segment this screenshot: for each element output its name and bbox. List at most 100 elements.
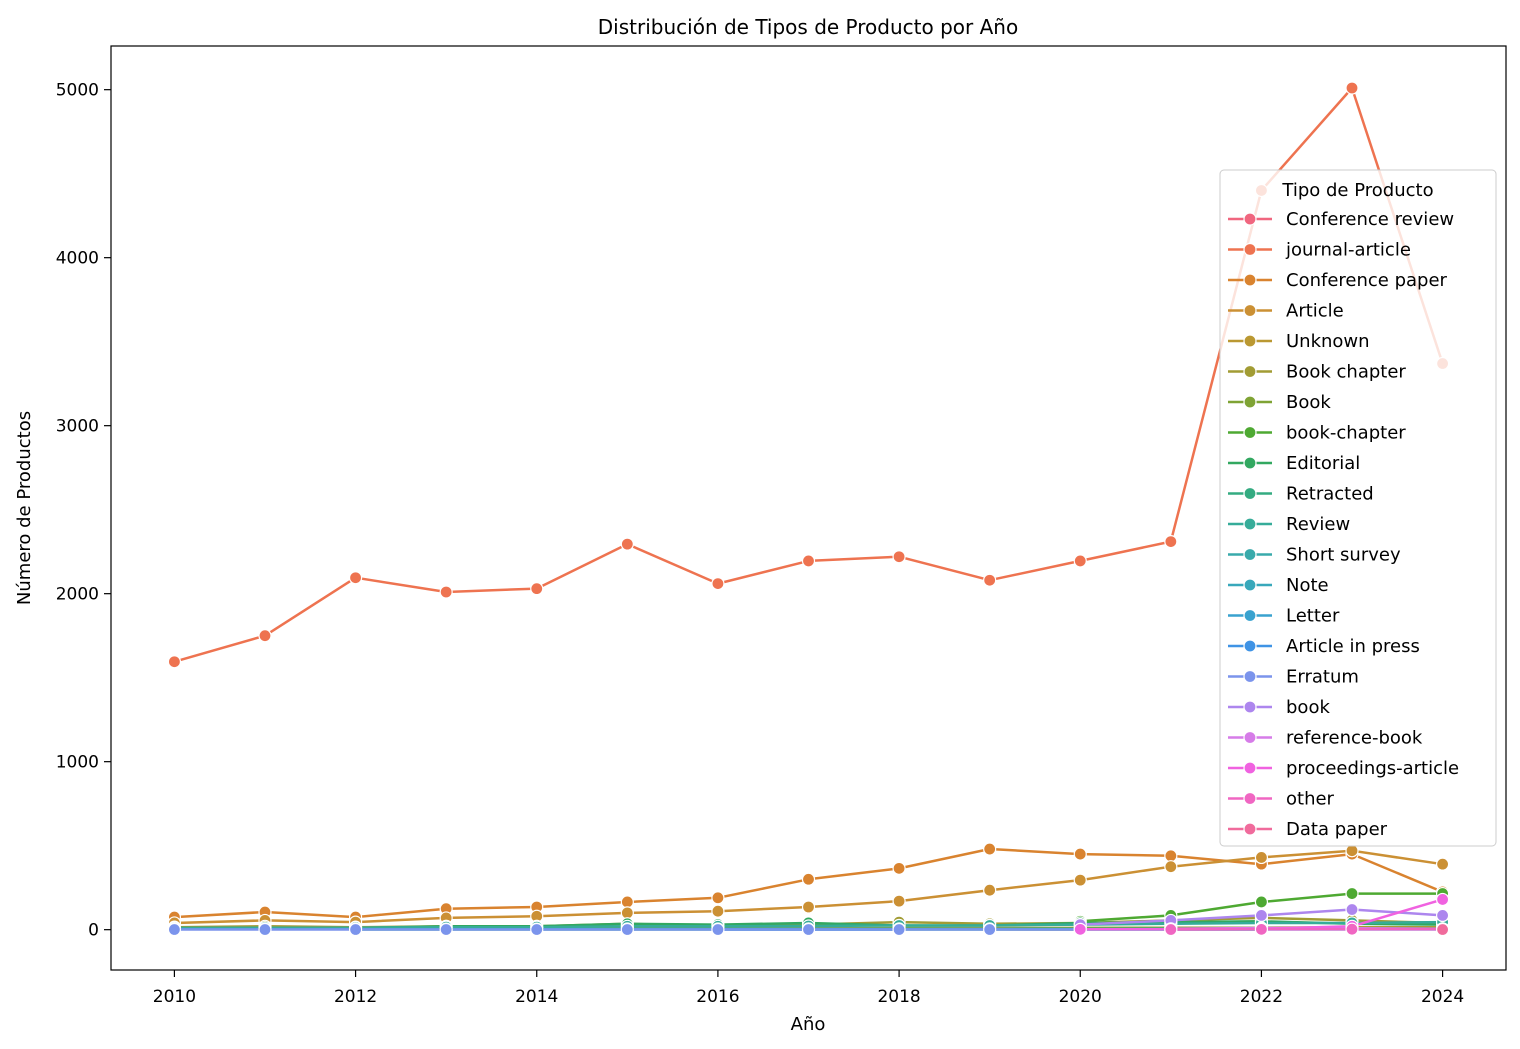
- legend-marker: [1243, 242, 1257, 257]
- y-tick-label: 2000: [56, 585, 99, 605]
- data-point: [1073, 847, 1087, 861]
- data-point: [1073, 922, 1087, 936]
- legend-item: book-chapter: [1228, 423, 1406, 444]
- legend-label: Conference paper: [1286, 270, 1448, 291]
- data-point: [1164, 922, 1178, 937]
- x-tick-label: 2024: [1421, 987, 1464, 1007]
- data-point: [1254, 850, 1269, 865]
- y-tick-label: 5000: [56, 81, 99, 101]
- data-point: [1254, 895, 1269, 909]
- data-point: [1435, 908, 1450, 923]
- y-tick-label: 3000: [56, 417, 99, 437]
- x-axis: 2010 2012 2014 2016 2018 2020 2022 2024: [153, 970, 1464, 1007]
- data-point: [801, 922, 816, 937]
- data-point: [892, 894, 906, 908]
- legend-box: [1219, 169, 1497, 847]
- legend-label: reference-book: [1286, 728, 1423, 749]
- legend-items: Conference review journal-article Conferen…: [1228, 209, 1459, 840]
- data-point: [711, 922, 725, 937]
- legend-marker: [1243, 639, 1257, 653]
- y-tick-label: 0: [88, 921, 99, 941]
- legend-label: proceedings-article: [1286, 758, 1459, 779]
- data-point: [1345, 81, 1359, 95]
- legend-item: Retracted: [1228, 484, 1374, 505]
- data-point: [348, 571, 363, 585]
- legend-marker: [1243, 517, 1257, 531]
- data-point: [1345, 922, 1359, 936]
- x-tick-label: 2016: [696, 987, 739, 1007]
- x-axis-label: Año: [791, 1014, 826, 1035]
- legend-label: Article in press: [1286, 636, 1420, 657]
- legend-marker: [1243, 303, 1257, 318]
- data-point: [620, 895, 634, 909]
- data-point: [620, 922, 634, 937]
- legend-label: Conference review: [1286, 209, 1454, 230]
- y-axis: 0 1000 2000 3000 4000 5000: [56, 81, 111, 941]
- data-point: [711, 576, 725, 591]
- legend-marker: [1243, 608, 1257, 623]
- data-point: [439, 585, 453, 599]
- legend-marker: [1243, 547, 1257, 562]
- legend-item: Note: [1228, 575, 1329, 596]
- legend-label: book: [1286, 697, 1330, 718]
- legend-item: other: [1228, 789, 1335, 810]
- legend-item: reference-book: [1228, 728, 1423, 749]
- legend-label: Book chapter: [1286, 362, 1406, 383]
- legend-item: Letter: [1228, 606, 1340, 627]
- legend-label: journal-article: [1285, 240, 1411, 261]
- legend-marker: [1243, 486, 1257, 501]
- data-point: [983, 883, 997, 897]
- data-point: [620, 537, 634, 551]
- data-point: [258, 629, 272, 643]
- legend: Tipo de Producto Conference review journa…: [1219, 169, 1497, 847]
- data-point: [1164, 849, 1178, 863]
- legend-item: Conference paper: [1228, 270, 1448, 291]
- legend-label: Note: [1286, 575, 1329, 596]
- legend-label: Review: [1286, 514, 1350, 535]
- data-point: [620, 906, 634, 920]
- legend-label: Book: [1286, 392, 1331, 413]
- legend-label: other: [1286, 789, 1335, 810]
- data-point: [711, 891, 725, 905]
- legend-label: Retracted: [1286, 484, 1374, 505]
- data-point: [801, 872, 816, 886]
- data-point: [348, 922, 363, 937]
- legend-marker: [1243, 669, 1257, 684]
- legend-marker: [1243, 456, 1257, 470]
- legend-label: Article: [1286, 301, 1344, 322]
- legend-label: Data paper: [1286, 819, 1388, 840]
- data-point: [711, 904, 725, 918]
- legend-marker: [1243, 761, 1257, 775]
- y-axis-label: Número de Productos: [14, 411, 35, 605]
- series-data-paper: [1435, 922, 1450, 937]
- legend-item: book: [1228, 697, 1330, 718]
- data-point: [892, 550, 906, 564]
- legend-label: book-chapter: [1286, 423, 1406, 444]
- data-point: [530, 582, 544, 596]
- legend-item: Book: [1228, 392, 1331, 413]
- data-point: [1254, 908, 1269, 923]
- x-tick-label: 2010: [153, 987, 196, 1007]
- data-point: [1164, 860, 1178, 874]
- legend-marker: [1243, 578, 1257, 592]
- legend-item: Short survey: [1228, 545, 1401, 566]
- plot-frame: [110, 45, 1507, 971]
- data-point: [983, 922, 997, 937]
- legend-label: Unknown: [1286, 331, 1370, 352]
- legend-marker: [1243, 791, 1257, 806]
- data-point: [439, 922, 453, 937]
- data-point: [1435, 892, 1450, 907]
- legend-label: Erratum: [1286, 667, 1359, 688]
- data-point: [1345, 886, 1359, 901]
- data-point: [1435, 922, 1450, 937]
- legend-item: Data paper: [1228, 819, 1388, 840]
- legend-item: Conference review: [1228, 209, 1454, 230]
- data-point: [1345, 844, 1359, 858]
- x-tick-label: 2012: [334, 987, 377, 1007]
- legend-item: Book chapter: [1228, 362, 1406, 383]
- legend-marker: [1243, 395, 1257, 409]
- legend-item: Article in press: [1228, 636, 1420, 657]
- legend-marker: [1243, 730, 1257, 745]
- y-tick-label: 1000: [56, 753, 99, 773]
